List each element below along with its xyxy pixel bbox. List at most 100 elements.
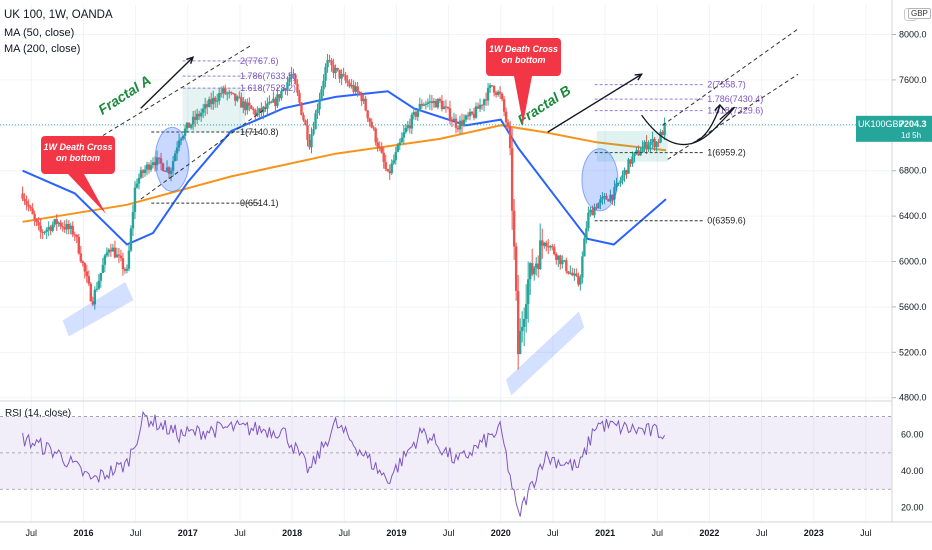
candle-body	[209, 99, 213, 105]
candle-body	[486, 87, 490, 101]
death-cross-callout-left-text: 1W Death Cross	[43, 142, 112, 152]
candle-body	[428, 101, 432, 103]
candle-body	[627, 159, 630, 174]
candle-body	[629, 159, 632, 164]
candle-body	[557, 255, 560, 260]
candle-body	[286, 82, 289, 91]
candle-body	[545, 242, 548, 247]
rsi-legend[interactable]: RSI (14, close)	[5, 408, 72, 419]
ma200-line	[22, 124, 667, 223]
candle-body	[460, 120, 464, 126]
fib-a-label: 1.786(7633.5)	[240, 71, 296, 81]
ma200-legend[interactable]: MA (200, close)	[4, 43, 81, 55]
candle-body	[611, 194, 614, 200]
candle-body	[220, 93, 223, 95]
candle-body	[212, 97, 215, 105]
candle-body	[177, 140, 181, 148]
candle-body	[290, 74, 293, 79]
candle-body	[591, 209, 594, 216]
candle-body	[246, 102, 249, 111]
candle-body	[340, 73, 343, 79]
candle-body	[147, 164, 151, 170]
projection-curve-up	[693, 105, 721, 143]
candle-body	[422, 104, 426, 106]
candle-body	[595, 207, 598, 209]
time-tick-label: Jul	[130, 528, 142, 538]
fib-b-zone	[596, 130, 668, 162]
candle-body	[73, 234, 76, 236]
candle-body	[250, 105, 253, 109]
currency-badge[interactable]: GBP	[908, 8, 931, 19]
candle-body	[605, 195, 608, 200]
candle-body	[31, 208, 34, 215]
candle-body	[99, 272, 103, 281]
candle-body	[448, 108, 452, 121]
rsi-line	[22, 410, 666, 517]
candle-body	[450, 120, 454, 122]
candle-body	[476, 106, 480, 109]
candle-body	[470, 111, 474, 114]
candle-body	[526, 279, 530, 304]
time-tick-label: Jul	[26, 528, 38, 538]
candle-body	[468, 111, 472, 117]
candle-body	[292, 74, 295, 76]
candle-body	[444, 106, 448, 108]
candle-body	[125, 268, 129, 271]
candle-body	[230, 92, 233, 94]
candle-body	[462, 119, 466, 126]
candle-body	[619, 180, 622, 183]
candle-body	[418, 103, 422, 111]
candle-body	[45, 229, 48, 232]
candle-body	[33, 214, 36, 219]
candle-body	[143, 169, 147, 174]
bottom-band-left	[62, 281, 134, 337]
fib-a-zone	[182, 88, 246, 133]
candle-body	[85, 271, 89, 277]
candle-body	[589, 209, 592, 213]
price-badge-symbol: UK100GBP	[858, 119, 905, 129]
candle-body	[440, 100, 444, 110]
candle-body	[496, 91, 500, 95]
fractal-a-arrow	[140, 56, 194, 109]
candle-body	[296, 84, 299, 93]
candle-body	[531, 263, 534, 275]
candle-body	[569, 272, 572, 274]
candle-body	[320, 89, 323, 100]
candle-body	[274, 98, 277, 107]
death-cross-callout-left-pointer	[68, 174, 106, 214]
candle-body	[51, 224, 54, 231]
candle-body	[35, 218, 38, 223]
candle-body	[366, 110, 369, 119]
candle-body	[528, 263, 532, 280]
candle-body	[524, 303, 528, 319]
time-tick-label: Jul	[443, 528, 455, 538]
candle-body	[438, 98, 442, 101]
candle-body	[547, 246, 550, 248]
ma50-legend[interactable]: MA (50, close)	[4, 27, 75, 39]
candle-body	[494, 92, 498, 95]
candle-body	[67, 223, 70, 230]
candle-body	[621, 175, 624, 181]
candle-body	[151, 162, 155, 166]
fib-b-label: 0(6359.6)	[707, 216, 746, 226]
death-cross-callout-left-text: on bottom	[56, 153, 100, 163]
candle-body	[276, 94, 279, 107]
candle-body	[332, 65, 335, 74]
candle-body	[647, 144, 650, 150]
projection-arrowhead	[714, 103, 726, 112]
candle-body	[364, 98, 367, 111]
time-tick-label: Jul	[756, 528, 768, 538]
candle-body	[350, 84, 353, 87]
candle-body	[555, 253, 558, 260]
chart-title: UK 100, 1W, OANDA	[4, 9, 113, 21]
candle-body	[436, 98, 440, 108]
candle-body	[310, 134, 313, 148]
fib-b-label: 1(6959.2)	[707, 148, 746, 158]
candle-body	[123, 269, 127, 271]
candle-body	[115, 254, 119, 258]
candle-body	[635, 150, 638, 153]
candle-body	[47, 226, 50, 230]
candle-body	[484, 99, 488, 101]
candle-body	[565, 260, 568, 272]
